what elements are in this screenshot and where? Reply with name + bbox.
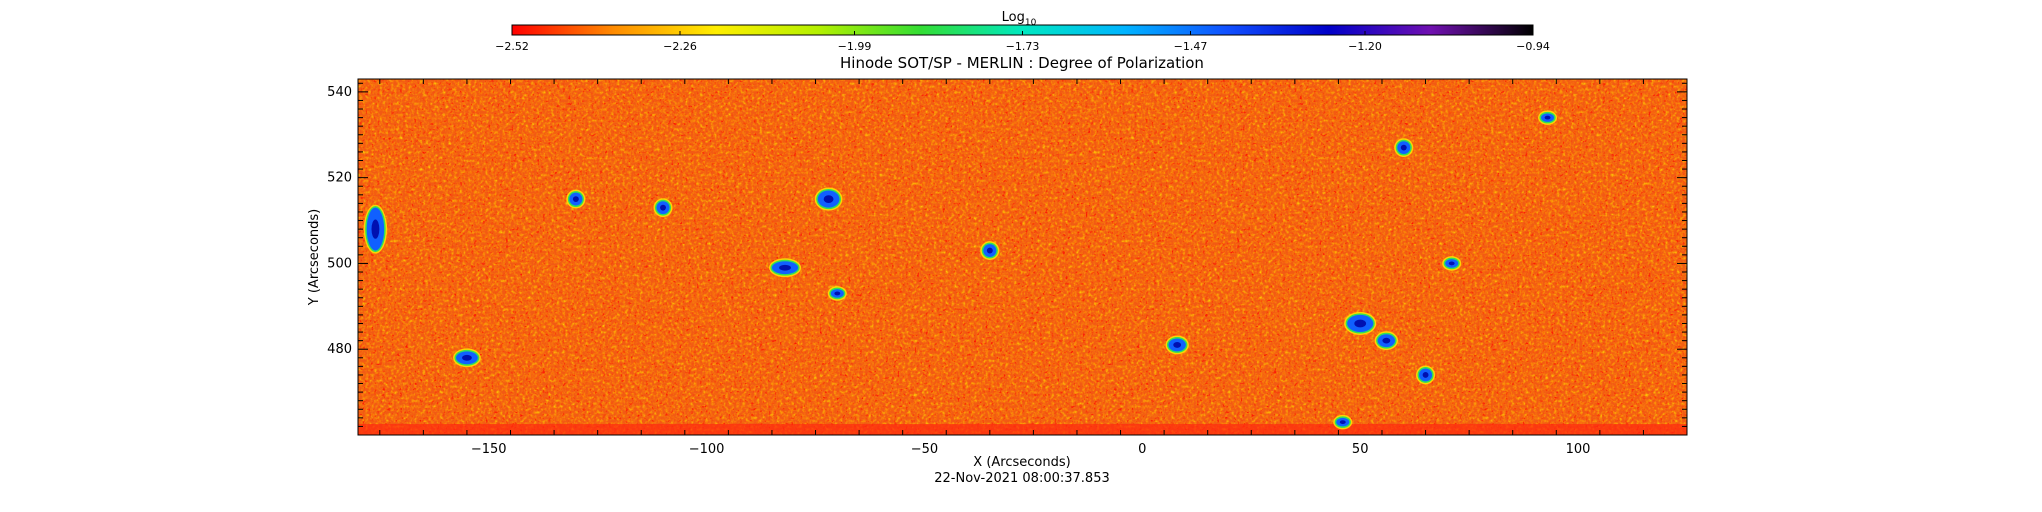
heatmap-bottom-band bbox=[358, 424, 1687, 435]
feature-peak bbox=[660, 204, 666, 211]
colorbar-tick-label: −1.20 bbox=[1348, 40, 1382, 53]
y-tick-label: 480 bbox=[327, 342, 352, 357]
y-axis-ticks: 480 500 520 540 bbox=[327, 82, 1687, 427]
y-tick-label: 540 bbox=[327, 85, 352, 100]
colorbar-label-subscript: 10 bbox=[1025, 18, 1037, 28]
x-tick-label: 100 bbox=[1566, 442, 1591, 457]
polarization-features bbox=[363, 110, 1558, 430]
timestamp: 22-Nov-2021 08:00:37.853 bbox=[934, 471, 1110, 486]
feature-peak bbox=[1422, 372, 1429, 378]
x-tick-label: 50 bbox=[1352, 442, 1369, 457]
feature-peak bbox=[1400, 144, 1407, 151]
feature-peak bbox=[779, 264, 791, 271]
feature-peak bbox=[462, 354, 472, 361]
x-tick-label: 0 bbox=[1138, 442, 1146, 457]
feature-peak bbox=[1448, 261, 1455, 266]
feature-peak bbox=[1339, 420, 1346, 425]
chart-title: Hinode SOT/SP - MERLIN : Degree of Polar… bbox=[840, 54, 1204, 72]
plot-frame bbox=[357, 78, 1688, 436]
x-axis-ticks: −150 −100 −50 0 50 100 bbox=[379, 79, 1688, 457]
heatmap-texture bbox=[358, 79, 1687, 435]
feature-peak bbox=[371, 219, 380, 239]
plot-area: −150 −100 −50 0 50 100 480 500 520 540 bbox=[327, 78, 1688, 457]
feature-peak bbox=[1544, 115, 1551, 120]
x-tick-label: −100 bbox=[689, 442, 725, 457]
colorbar-tick-label: −1.47 bbox=[1174, 40, 1208, 53]
feature-peak bbox=[834, 291, 841, 296]
x-axis-label: X (Arcseconds) bbox=[973, 455, 1070, 470]
y-tick-label: 520 bbox=[327, 171, 352, 186]
colorbar-tick-label: −1.99 bbox=[838, 40, 872, 53]
feature-peak bbox=[572, 196, 579, 202]
feature-peak bbox=[1382, 337, 1391, 344]
colorbar-ticks: −2.52 −2.26 −1.99 −1.73 −1.47 −1.20 −0.94 bbox=[495, 31, 1550, 53]
x-tick-label: −50 bbox=[911, 442, 938, 457]
colorbar-tick-label: −2.26 bbox=[663, 40, 697, 53]
colorbar: Log10 −2.52 −2.26 −1.99 −1.73 −1.47 −1.20 −0.9… bbox=[495, 10, 1550, 53]
colorbar-tick-label: −0.94 bbox=[1516, 40, 1550, 53]
y-tick-label: 500 bbox=[327, 256, 352, 271]
feature-peak bbox=[1354, 319, 1367, 328]
feature-peak bbox=[1173, 342, 1182, 348]
y-axis-label: Y (Arcseconds) bbox=[307, 209, 322, 306]
colorbar-label: Log bbox=[1002, 10, 1025, 25]
colorbar-tick-label: −2.52 bbox=[495, 40, 529, 53]
colorbar-tick-label: −1.73 bbox=[1006, 40, 1040, 53]
colorbar-title: Log10 bbox=[1002, 10, 1037, 28]
feature-peak bbox=[986, 247, 993, 254]
x-tick-label: −150 bbox=[471, 442, 507, 457]
feature-peak bbox=[823, 195, 834, 203]
